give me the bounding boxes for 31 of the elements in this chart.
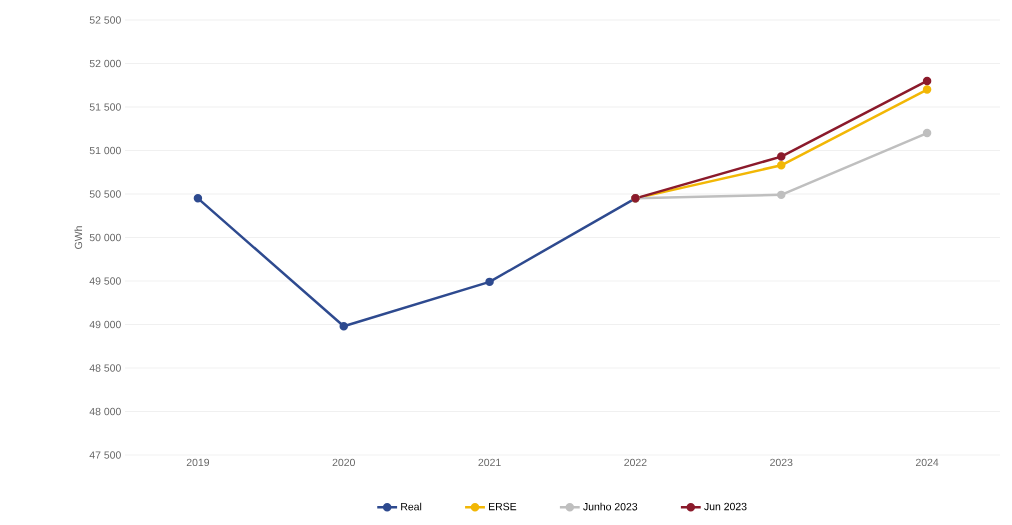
point [193,194,203,203]
x-tick-label: 2020 [332,458,355,467]
y-tick-label: 49 500 [89,277,121,285]
x-tick-label: 2019 [186,458,210,467]
y-tick-label: 50 500 [89,190,121,198]
y-tick-label: 50 000 [89,233,121,242]
y-axis-title: GWh [74,226,83,249]
y-tick-label: 51 500 [89,103,121,111]
y-tick-label: 52 500 [89,16,121,24]
y-tick-label: 48 000 [89,407,121,416]
legend-label: Junho 2023 [583,502,638,511]
y-tick-label: 49 000 [89,320,121,329]
point [777,190,786,200]
y-tick-label: 47 500 [89,451,121,459]
x-tick-label: 2021 [478,458,501,467]
legend-label: Jun 2023 [704,502,747,511]
legend-label: Real [401,502,422,511]
x-tick-label: 2022 [624,458,647,467]
point [777,152,786,161]
x-tick-label: 2023 [770,458,793,467]
point [922,76,932,86]
legend-label: ERSE [489,502,517,511]
point [777,161,786,170]
x-tick-label: 2024 [915,458,939,467]
point [485,277,494,287]
y-tick-label: 51 000 [89,146,121,155]
point [922,128,932,138]
point [922,85,932,94]
y-tick-label: 52 000 [89,59,121,68]
point [339,322,348,331]
y-tick-label: 48 500 [89,364,121,372]
